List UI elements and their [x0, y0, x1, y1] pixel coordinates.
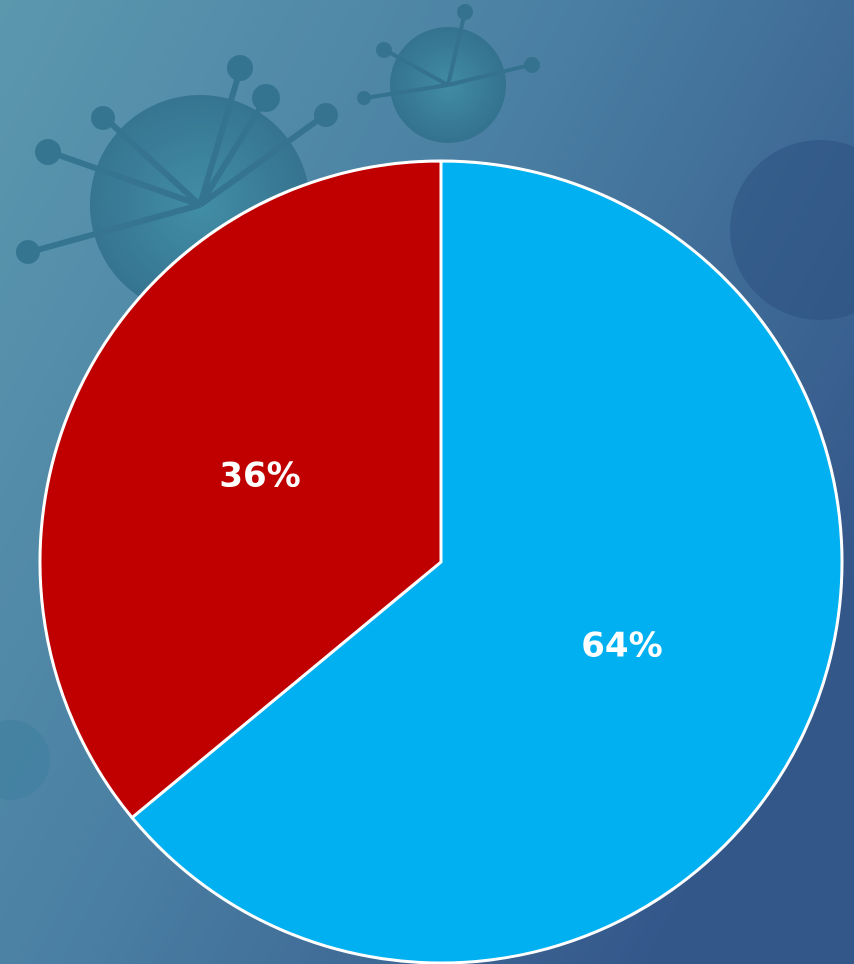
data-label: 64%: [581, 626, 662, 666]
pie: 64% 36%: [38, 159, 844, 964]
pie-slice: [130, 159, 844, 964]
data-label: 36%: [219, 455, 300, 495]
pie-slice: [38, 159, 443, 820]
